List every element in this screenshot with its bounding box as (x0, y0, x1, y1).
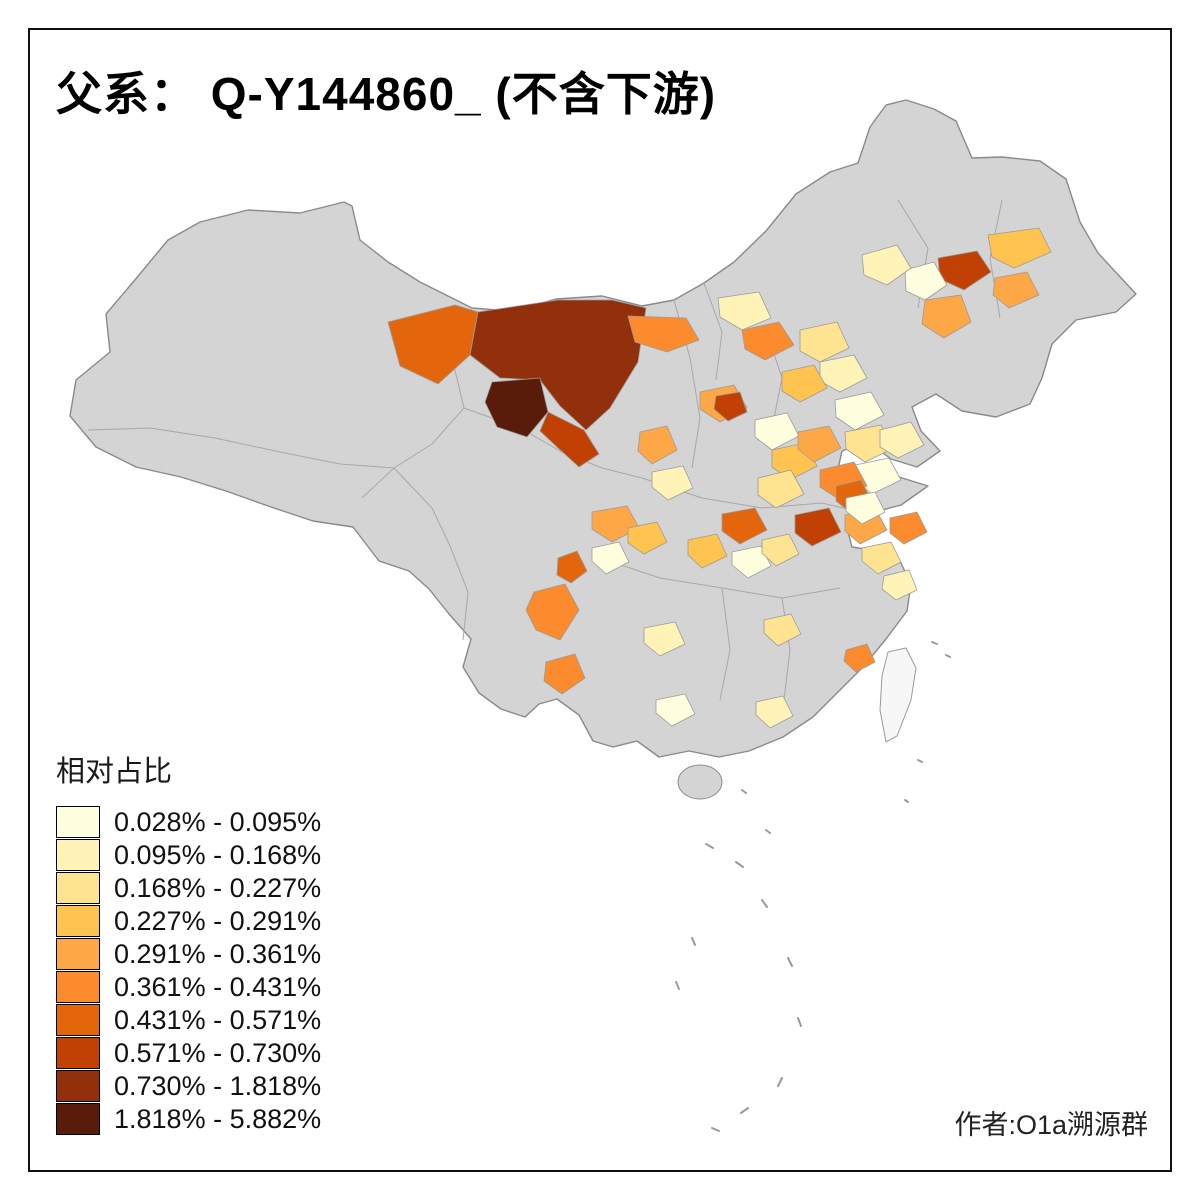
prefecture-region (904, 261, 948, 301)
prefecture-region (781, 364, 828, 403)
legend-label: 0.431% - 0.571% (114, 1004, 322, 1035)
south-china-sea-islets (675, 641, 951, 1132)
legend-swatch (56, 971, 100, 1003)
colored-prefectures (387, 227, 1052, 729)
prefecture-region (741, 321, 795, 361)
legend-item: 0.227% - 0.291% (56, 905, 321, 937)
author-credit: 作者:O1a溯源群 (954, 1110, 1148, 1140)
prefecture-region (797, 425, 842, 463)
legend-label: 0.361% - 0.431% (114, 971, 322, 1002)
legend-item: 0.571% - 0.730% (56, 1037, 321, 1069)
prefecture-region (469, 299, 647, 431)
legend-label: 1.818% - 5.882% (114, 1103, 322, 1134)
prefecture-region (987, 227, 1052, 269)
legend-swatch (56, 1103, 100, 1135)
prefecture-region (879, 421, 925, 459)
legend-label: 0.291% - 0.361% (114, 938, 322, 969)
prefecture-region (761, 533, 800, 567)
prefecture-region (484, 377, 549, 438)
prefecture-region (539, 411, 600, 468)
prefecture-region (525, 583, 580, 641)
legend-swatch (56, 938, 100, 970)
prefecture-region (637, 425, 678, 465)
legend-swatch (56, 905, 100, 937)
prefecture-region (889, 511, 928, 545)
prefecture-region (763, 613, 802, 647)
legend-label: 0.227% - 0.291% (114, 905, 322, 936)
legend-swatch (56, 806, 100, 838)
legend-item: 0.028% - 0.095% (56, 806, 321, 838)
china-outline (69, 99, 1137, 758)
prefecture-region (757, 469, 805, 509)
prefecture-region (861, 541, 902, 575)
legend-label: 0.028% - 0.095% (114, 806, 322, 837)
legend-item: 0.361% - 0.431% (56, 971, 321, 1003)
legend-label: 0.095% - 0.168% (114, 839, 322, 870)
legend-swatch (56, 1004, 100, 1036)
prefecture-region (643, 621, 686, 657)
legend-label: 0.168% - 0.227% (114, 872, 322, 903)
prefecture-region (543, 653, 586, 695)
legend-item: 0.095% - 0.168% (56, 839, 321, 871)
legend-swatch (56, 1070, 100, 1102)
prefecture-region (721, 507, 768, 545)
prefecture-region (713, 391, 748, 422)
taiwan-island (879, 647, 917, 743)
legend-title: 相对占比 (56, 756, 173, 788)
legend-swatch (56, 872, 100, 904)
prefecture-region (834, 391, 885, 431)
prefecture-region (843, 643, 876, 673)
prefecture-region (655, 693, 696, 727)
prefecture-region (799, 321, 850, 363)
legend: 相对占比 0.028% - 0.095% 0.095% - 0.168% 0.1… (56, 748, 321, 1136)
prefecture-region (717, 291, 772, 331)
legend-item: 0.291% - 0.361% (56, 938, 321, 970)
prefecture-region (921, 294, 972, 339)
prefecture-region (881, 569, 918, 601)
prefecture-region (754, 412, 800, 451)
legend-label: 0.571% - 0.730% (114, 1037, 322, 1068)
legend-swatch (56, 1037, 100, 1069)
prefecture-region (627, 315, 700, 353)
prefecture-region (627, 521, 668, 555)
prefecture-region (651, 465, 694, 501)
prefecture-region (794, 507, 842, 547)
legend-item: 0.730% - 1.818% (56, 1070, 321, 1102)
prefecture-region (755, 695, 794, 729)
prefecture-region (687, 533, 728, 569)
prefecture-region (591, 505, 640, 543)
prefecture-region (591, 541, 630, 575)
prefecture-region (861, 244, 912, 286)
legend-item: 0.431% - 0.571% (56, 1004, 321, 1036)
legend-label: 0.730% - 1.818% (114, 1070, 322, 1101)
map-title: 父系： Q-Y144860_ (不含下游) (56, 68, 717, 120)
prefecture-region (845, 491, 886, 525)
prefecture-region (992, 271, 1040, 309)
prefecture-region (731, 545, 772, 579)
legend-item: 1.818% - 5.882% (56, 1103, 321, 1135)
prefecture-region (556, 550, 588, 584)
legend-item: 0.168% - 0.227% (56, 872, 321, 904)
legend-swatch (56, 839, 100, 871)
hainan-island (677, 764, 723, 800)
